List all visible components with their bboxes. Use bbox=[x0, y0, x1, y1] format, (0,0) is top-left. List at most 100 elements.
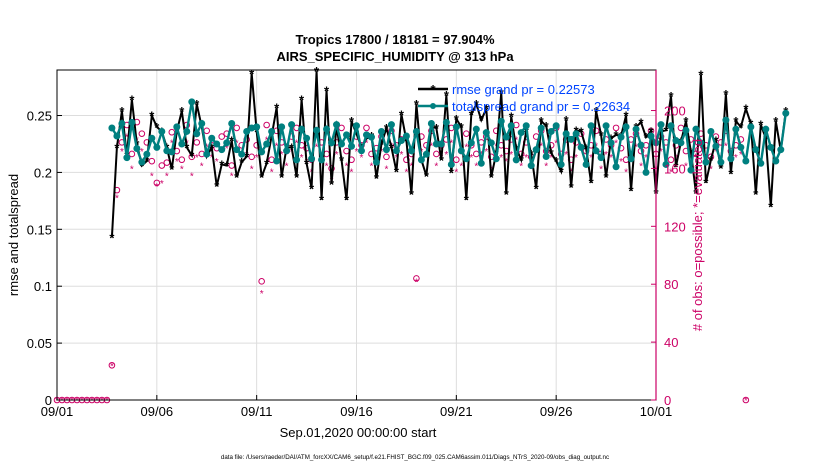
rmse-point: * bbox=[604, 170, 610, 185]
obs-evaluated-marker: * bbox=[724, 141, 728, 152]
rmse-point: * bbox=[559, 164, 565, 179]
totalspread-point bbox=[328, 139, 336, 147]
rmse-point: * bbox=[224, 159, 230, 174]
rmse-point: * bbox=[324, 83, 330, 98]
x-tick-label: 09/16 bbox=[340, 404, 373, 419]
obs-evaluated-marker: * bbox=[160, 179, 164, 190]
totalspread-point bbox=[632, 125, 640, 133]
data-file-footer: data file: /Users/raeder/DAI/ATM_forcXX/… bbox=[221, 454, 609, 461]
obs-evaluated-marker: * bbox=[230, 172, 234, 183]
totalspread-point bbox=[258, 148, 266, 156]
rmse-point: * bbox=[773, 114, 779, 129]
obs-evaluated-marker: * bbox=[454, 167, 458, 178]
totalspread-point bbox=[188, 98, 196, 106]
totalspread-point bbox=[377, 127, 385, 135]
totalspread-point bbox=[482, 129, 490, 137]
rmse-point: * bbox=[319, 193, 325, 208]
obs-possible-marker bbox=[453, 156, 460, 164]
rmse-point: * bbox=[309, 181, 315, 196]
totalspread-point bbox=[407, 147, 415, 155]
totalspread-point bbox=[622, 123, 630, 131]
rmse-point: * bbox=[703, 176, 709, 191]
obs-evaluated-marker: * bbox=[649, 141, 653, 152]
rmse-point: * bbox=[364, 131, 370, 146]
y-right-tick-label: 120 bbox=[664, 219, 686, 234]
totalspread-point bbox=[238, 150, 246, 158]
obs-evaluated-marker: * bbox=[669, 167, 673, 178]
obs-evaluated-marker: * bbox=[380, 147, 384, 158]
obs-evaluated-marker: * bbox=[544, 162, 548, 173]
totalspread-point bbox=[288, 121, 296, 129]
totalspread-point bbox=[153, 143, 161, 151]
totalspread-point bbox=[597, 154, 605, 162]
totalspread-point bbox=[747, 123, 755, 131]
rmse-point: * bbox=[504, 187, 510, 202]
rmse-point: * bbox=[264, 156, 270, 171]
totalspread-point bbox=[427, 119, 435, 127]
x-axis-label: Sep.01,2020 00:00:00 start bbox=[280, 425, 437, 440]
obs-evaluated-marker: * bbox=[355, 147, 359, 158]
totalspread-point bbox=[193, 130, 201, 138]
totalspread-point bbox=[572, 130, 580, 138]
totalspread-point bbox=[392, 147, 400, 155]
rmse-point: * bbox=[109, 230, 115, 245]
rmse-point: * bbox=[723, 87, 729, 102]
obs-evaluated-marker: * bbox=[165, 172, 169, 183]
legend-label: totalspread grand pr = 0.22634 bbox=[452, 99, 630, 114]
y-right-tick-label: 160 bbox=[664, 161, 686, 176]
totalspread-point bbox=[228, 119, 236, 127]
obs-evaluated-marker: * bbox=[240, 153, 244, 164]
y-right-tick-label: 0 bbox=[664, 393, 671, 408]
rmse-point: * bbox=[219, 157, 225, 172]
rmse-point: * bbox=[484, 102, 490, 117]
totalspread-point bbox=[198, 119, 206, 127]
obs-evaluated-marker: * bbox=[370, 162, 374, 173]
totalspread-point bbox=[612, 163, 620, 171]
x-tick-label: 09/21 bbox=[440, 404, 473, 419]
totalspread-point bbox=[223, 139, 231, 147]
totalspread-point bbox=[507, 122, 515, 130]
totalspread-point bbox=[133, 145, 141, 153]
obs-evaluated-marker: * bbox=[210, 153, 214, 164]
obs-evaluated-marker: * bbox=[599, 164, 603, 175]
totalspread-point bbox=[527, 162, 535, 170]
obs-evaluated-marker: * bbox=[150, 172, 154, 183]
totalspread-point bbox=[662, 160, 670, 168]
obs-evaluated-marker: * bbox=[514, 135, 518, 146]
totalspread-point bbox=[587, 122, 595, 130]
obs-possible-marker bbox=[612, 124, 620, 132]
totalspread-point bbox=[303, 134, 311, 142]
rmse-point: * bbox=[569, 180, 575, 195]
totalspread-point bbox=[502, 133, 510, 141]
rmse-point: * bbox=[743, 102, 749, 117]
rmse-point: * bbox=[249, 66, 255, 81]
rmse-point: * bbox=[713, 134, 719, 149]
obs-evaluated-marker: * bbox=[549, 153, 553, 164]
obs-evaluated-marker: * bbox=[325, 162, 329, 173]
obs-evaluated-marker: * bbox=[225, 144, 229, 155]
rmse-point: * bbox=[474, 97, 480, 112]
rmse-point: * bbox=[114, 140, 120, 155]
y-axis-label-left: rmse and totalspread bbox=[6, 174, 21, 296]
obs-evaluated-marker: * bbox=[345, 162, 349, 173]
totalspread-point bbox=[532, 146, 540, 154]
obs-evaluated-marker: * bbox=[170, 138, 174, 149]
totalspread-point bbox=[372, 158, 380, 166]
totalspread-point bbox=[492, 155, 500, 163]
obs-evaluated-marker: * bbox=[464, 143, 468, 154]
totalspread-line bbox=[110, 101, 787, 173]
rmse-point: * bbox=[244, 149, 250, 164]
obs-evaluated-marker: * bbox=[100, 396, 104, 407]
x-tick-label: 09/06 bbox=[141, 404, 174, 419]
obs-evaluated-marker: * bbox=[424, 153, 428, 164]
obs-evaluated-marker: * bbox=[120, 147, 124, 158]
obs-evaluated-marker: * bbox=[125, 133, 129, 144]
totalspread-point bbox=[617, 133, 625, 141]
totalspread-point bbox=[178, 140, 186, 148]
obs-evaluated-marker: * bbox=[644, 153, 648, 164]
obs-evaluated-marker: * bbox=[434, 162, 438, 173]
obs-evaluated-marker: * bbox=[449, 138, 453, 149]
x-tick-label: 10/01 bbox=[640, 404, 673, 419]
rmse-point: * bbox=[229, 134, 235, 149]
obs-possible-marker bbox=[138, 130, 146, 137]
